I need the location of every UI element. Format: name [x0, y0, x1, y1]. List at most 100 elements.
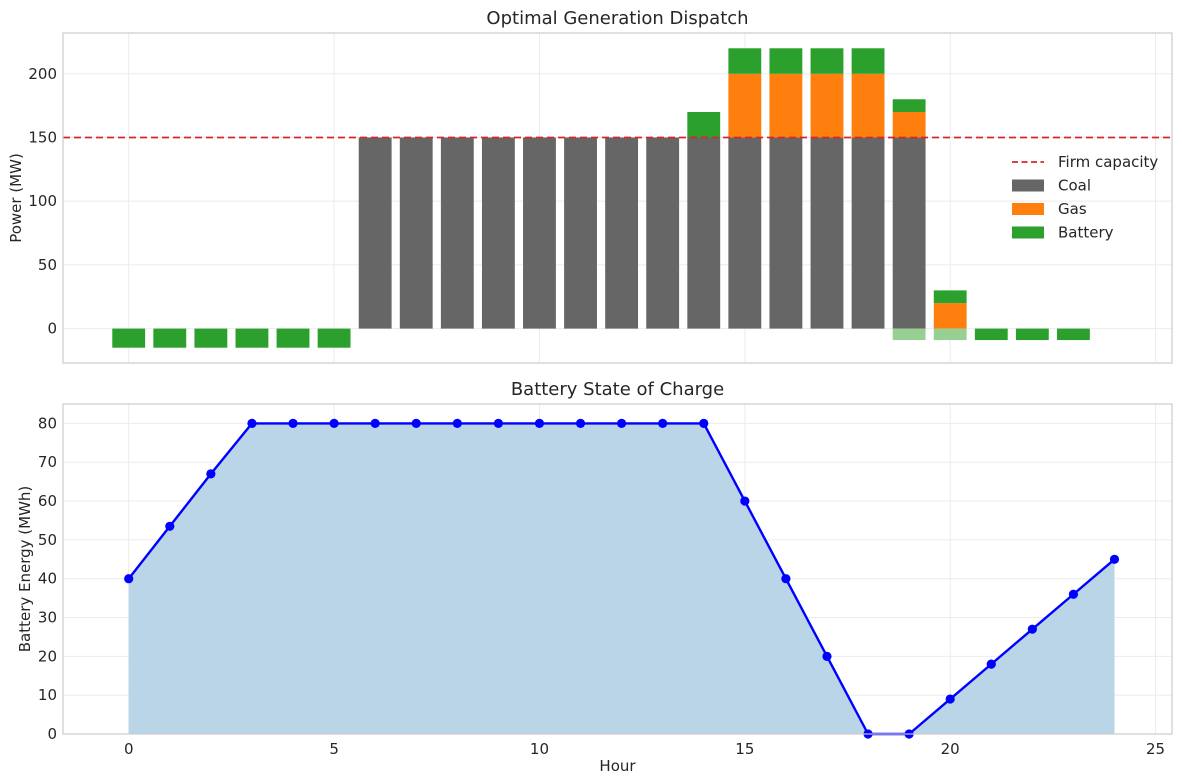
bar-battery	[687, 111, 721, 138]
legend-battery-swatch	[1012, 226, 1044, 239]
bar-coal	[769, 137, 803, 329]
bar-coal	[728, 137, 762, 329]
soc-point	[986, 659, 996, 669]
x-tick-label: 0	[124, 740, 134, 758]
bar-coal	[440, 137, 474, 329]
soc-point	[822, 651, 832, 661]
y-tick-label: 100	[28, 192, 57, 210]
x-tick-label: 5	[329, 740, 339, 758]
bar-coal	[523, 137, 556, 329]
soc-point	[534, 418, 545, 429]
bar-battery-faded	[933, 328, 967, 341]
dispatch-bars	[112, 48, 1090, 348]
x-tick-label: 10	[530, 740, 549, 758]
soc-point	[493, 418, 503, 429]
bar-coal	[851, 137, 885, 329]
y-tick-label: 70	[38, 453, 57, 471]
bar-coal	[810, 137, 844, 329]
soc-x-axis-label: Hour	[599, 757, 636, 775]
legend-coal-label: Coal	[1058, 177, 1091, 195]
dispatch-ticks: 0 50 100 150 200	[28, 65, 57, 338]
bar-coal	[605, 137, 639, 329]
bar-battery	[974, 328, 1008, 341]
bar-coal	[646, 137, 680, 329]
legend-battery-label: Battery	[1058, 224, 1114, 242]
soc-point	[206, 469, 216, 479]
bar-gas	[769, 73, 803, 138]
bar-coal	[358, 137, 392, 329]
soc-point	[452, 418, 462, 429]
soc-point	[329, 418, 339, 429]
bar-battery	[1056, 328, 1090, 341]
x-tick-label: 25	[1146, 740, 1165, 758]
dispatch-y-axis-label: Power (MW)	[7, 153, 25, 243]
bar-coal	[399, 137, 433, 329]
dispatch-frame	[62, 32, 1173, 364]
bar-coal	[564, 137, 597, 329]
bar-battery	[317, 328, 351, 348]
bar-battery	[194, 328, 228, 348]
soc-point	[1068, 589, 1079, 599]
state-of-charge-chart: 0 10 20 30 40 50 60 70 80 0 5 10 15 20 25 Battery Stat…	[16, 379, 1173, 775]
soc-title: Battery State of Charge	[511, 379, 724, 400]
legend-firm-capacity-label: Firm capacity	[1058, 153, 1158, 171]
y-tick-label: 0	[47, 320, 57, 338]
soc-y-axis-label: Battery Energy (MWh)	[16, 486, 34, 653]
soc-point	[575, 418, 586, 429]
bar-coal	[481, 137, 515, 329]
x-tick-label: 15	[735, 740, 754, 758]
bar-battery-faded	[892, 328, 926, 341]
soc-point	[781, 574, 791, 584]
bar-gas	[933, 303, 967, 329]
bar-coal	[687, 137, 721, 329]
y-tick-label: 0	[47, 725, 57, 743]
y-tick-label: 150	[28, 128, 57, 146]
soc-point	[617, 418, 627, 429]
legend-coal-swatch	[1012, 179, 1044, 192]
bar-battery	[892, 99, 926, 112]
x-tick-label: 20	[941, 740, 960, 758]
soc-point	[740, 496, 750, 506]
soc-point	[124, 574, 134, 584]
bar-battery	[851, 48, 885, 74]
y-tick-label: 200	[28, 65, 57, 83]
bar-battery	[933, 290, 967, 304]
bar-battery	[1015, 328, 1049, 341]
bar-battery	[153, 328, 187, 348]
soc-point	[247, 418, 257, 429]
y-tick-label: 40	[38, 570, 57, 588]
soc-point	[1109, 554, 1120, 564]
bar-gas	[851, 73, 885, 138]
dispatch-chart: 0 50 100 150 200 Optimal Generation Dispatch…	[7, 8, 1173, 364]
soc-point	[288, 418, 298, 429]
bar-battery	[112, 328, 146, 348]
soc-point	[165, 521, 175, 531]
bar-gas	[810, 73, 844, 138]
legend-gas-swatch	[1012, 203, 1044, 215]
legend-gas-label: Gas	[1058, 200, 1087, 218]
bar-gas	[892, 111, 926, 138]
y-tick-label: 60	[38, 492, 57, 510]
soc-point	[658, 418, 668, 429]
soc-frame	[62, 403, 1173, 735]
soc-area	[128, 423, 1115, 734]
y-tick-label: 20	[38, 647, 57, 665]
dispatch-legend: Firm capacity Coal Gas Battery	[1012, 153, 1158, 242]
soc-ticks: 0 10 20 30 40 50 60 70 80 0 5 10 15 20 25	[38, 414, 1165, 758]
y-tick-label: 10	[38, 686, 57, 704]
bar-coal	[892, 137, 926, 329]
bar-battery	[276, 328, 310, 348]
bar-battery	[728, 48, 762, 74]
bar-gas	[728, 73, 762, 138]
y-tick-label: 80	[38, 414, 57, 432]
dispatch-title: Optimal Generation Dispatch	[486, 8, 748, 29]
bar-battery	[235, 328, 269, 348]
bar-battery	[769, 48, 803, 74]
y-tick-label: 30	[38, 609, 57, 627]
y-tick-label: 50	[38, 256, 57, 274]
soc-point	[945, 694, 955, 704]
soc-point	[411, 418, 421, 429]
soc-point	[699, 418, 709, 429]
soc-points	[124, 418, 1120, 739]
